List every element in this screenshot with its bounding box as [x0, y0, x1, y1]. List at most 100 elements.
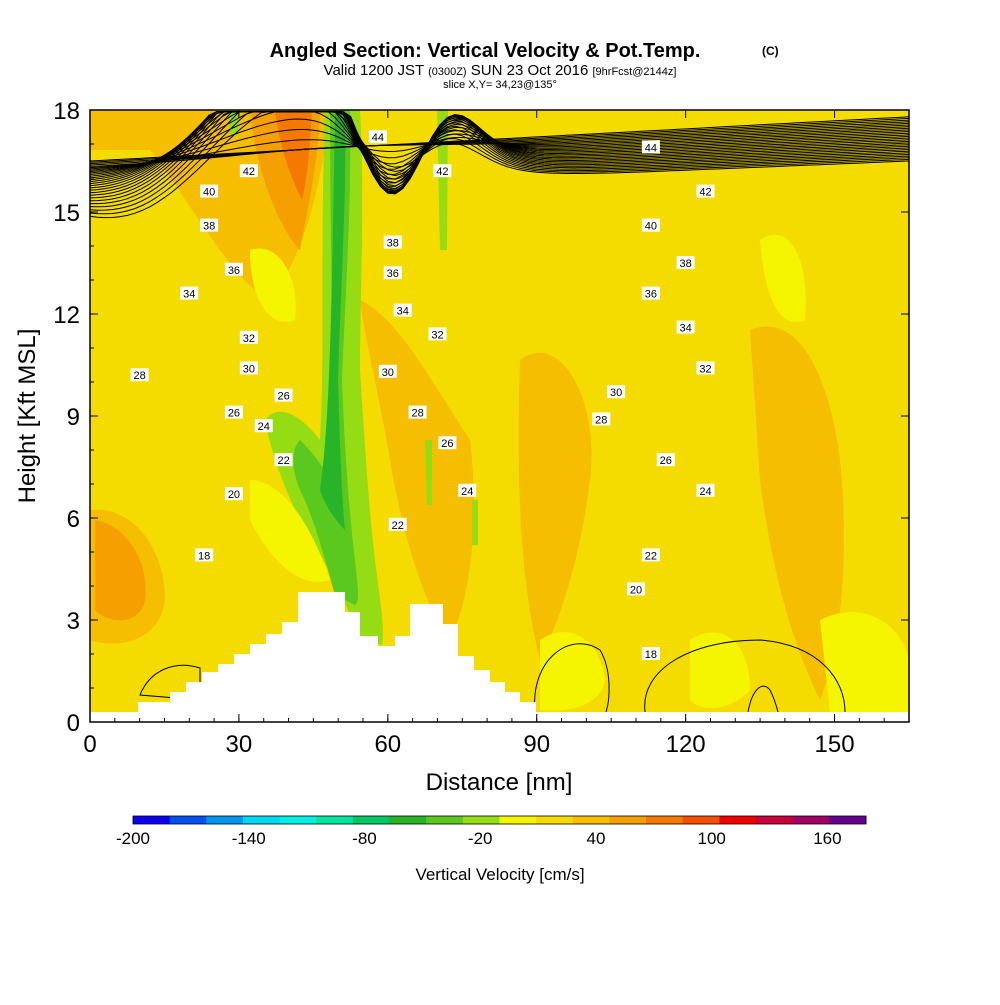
contour-label-box	[656, 453, 675, 467]
contour-label: 38	[203, 221, 215, 233]
contour-label-box	[393, 303, 412, 317]
contour-label: 28	[411, 408, 423, 420]
colorbar-swatch	[792, 816, 830, 824]
colorbar-tick-label: -20	[468, 829, 493, 848]
velocity-region	[540, 632, 605, 711]
x-tick-label: 30	[226, 731, 253, 758]
colorbar-swatch	[572, 816, 610, 824]
contour-line	[90, 121, 909, 166]
y-tick-label: 0	[67, 710, 80, 737]
contour-labels: 44 42 42 40 38 38 36 36 34 34 32 32 30 30 28 26 28 26 24 26…	[130, 130, 715, 661]
contour-line	[747, 685, 779, 713]
contour-label: 38	[680, 258, 692, 270]
contour-label-box	[383, 266, 402, 280]
contour-label-box	[458, 483, 477, 497]
contour-label-box	[641, 140, 660, 154]
subtitle-valid-time: Valid 1200 JST	[324, 62, 424, 79]
colorbar: -200 -140 -80 -20 40 100 160	[116, 815, 867, 848]
contour-label-box	[676, 320, 695, 334]
velocity-region	[250, 248, 296, 322]
contour-label-box	[388, 517, 407, 531]
colorbar-frame	[132, 815, 867, 825]
contour-label: 40	[203, 187, 215, 199]
contour-label-box	[428, 327, 447, 341]
contour-label-box	[239, 361, 258, 375]
slice-info: slice X,Y= 34,23@135°	[443, 79, 557, 91]
contour-label: 22	[392, 520, 404, 532]
colorbar-tick-label: 160	[813, 829, 841, 848]
velocity-region	[690, 632, 750, 709]
contour-line	[534, 643, 610, 713]
y-tick-label: 12	[53, 302, 80, 329]
contour-label: 36	[387, 268, 399, 280]
velocity-region	[275, 110, 312, 200]
contour-label: 36	[228, 265, 240, 277]
colorbar-tick-label: -200	[116, 829, 150, 848]
contour-label-box	[239, 164, 258, 178]
x-axis-label: Distance [nm]	[426, 769, 573, 796]
contour-label: 26	[277, 391, 289, 403]
colorbar-swatch	[133, 816, 171, 824]
contour-label: 42	[436, 166, 448, 178]
x-tick-label: 150	[815, 731, 855, 758]
contour-label: 34	[680, 323, 692, 335]
contour-label-box	[200, 218, 219, 232]
contour-label: 40	[645, 221, 657, 233]
velocity-region	[360, 300, 474, 640]
colorbar-swatch	[279, 816, 317, 824]
velocity-region	[95, 520, 146, 621]
y-axis-label: Height [Kft MSL]	[14, 329, 41, 504]
y-tick-label: 18	[53, 98, 80, 125]
contour-line	[90, 111, 909, 215]
contour-line	[90, 116, 909, 162]
colorbar-swatch	[206, 816, 244, 824]
contour-label-box	[224, 405, 243, 419]
chart-subtitle: Valid 1200 JST (0300Z) SUN 23 Oct 2016 […	[324, 62, 677, 79]
colorbar-tick-label: -140	[232, 829, 266, 848]
y-tick-label: 3	[67, 608, 80, 635]
colorbar-tick-label: -80	[352, 829, 377, 848]
contour-label-box	[641, 286, 660, 300]
colorbar-swatch	[682, 816, 720, 824]
contour-label-box	[696, 361, 715, 375]
contour-label-box	[368, 130, 387, 144]
contour-label: 34	[183, 289, 195, 301]
contour-label-box	[627, 582, 645, 596]
x-tick-label: 0	[83, 731, 96, 758]
contour-label-box	[130, 368, 149, 382]
contour-line	[644, 639, 846, 713]
contour-label: 24	[258, 421, 270, 433]
subtitle-forecast: [9hrFcst@2144z]	[593, 66, 677, 78]
contour-label: 42	[699, 187, 711, 199]
contour-label-box	[641, 647, 660, 660]
contour-label-box	[383, 235, 402, 249]
colorbar-swatch	[829, 816, 867, 824]
subtitle-utc-time: (0300Z)	[428, 66, 467, 78]
y-tick-label: 9	[67, 404, 80, 431]
contour-label: 28	[595, 414, 607, 426]
y-tick-label: 15	[53, 200, 80, 227]
colorbar-swatch	[352, 816, 391, 824]
contour-label: 22	[645, 550, 657, 562]
colorbar-swatch	[609, 816, 647, 824]
velocity-region	[760, 234, 806, 322]
contour-label-box	[607, 385, 626, 399]
velocity-region	[250, 480, 330, 582]
contour-label: 26	[228, 408, 240, 420]
contour-line	[90, 119, 909, 165]
contour-label: 32	[699, 363, 711, 375]
velocity-region	[518, 352, 592, 660]
contour-label: 44	[372, 132, 384, 144]
pot-temp-contours	[90, 111, 909, 713]
contour-label-box	[274, 453, 293, 467]
colorbar-swatch	[499, 816, 537, 824]
contour-line	[139, 664, 201, 701]
colorbar-swatch	[536, 816, 574, 824]
contour-label: 32	[431, 329, 443, 341]
contour-label: 32	[243, 333, 255, 345]
contour-label-box	[224, 487, 243, 501]
contour-label-box	[438, 436, 457, 450]
contour-label: 30	[610, 387, 622, 399]
